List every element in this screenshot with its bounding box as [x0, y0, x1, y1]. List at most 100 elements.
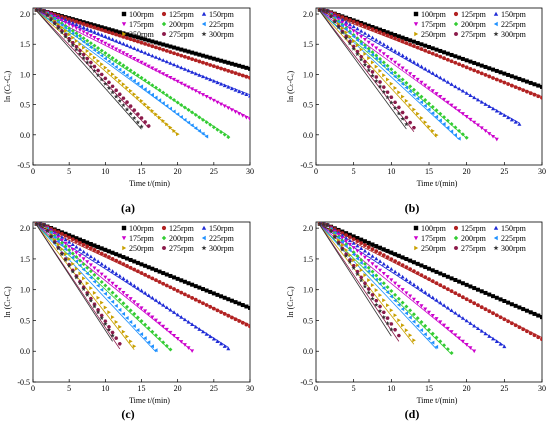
- data-point: [445, 274, 450, 279]
- data-point: [366, 33, 371, 38]
- data-point: [70, 18, 75, 23]
- data-point: [355, 243, 360, 248]
- data-point: [393, 328, 398, 332]
- data-point: [106, 43, 111, 48]
- data-point: [135, 112, 140, 116]
- data-point: [197, 91, 202, 95]
- legend-label: 125rpm: [461, 10, 487, 19]
- data-point: [393, 86, 398, 91]
- data-point: [99, 287, 104, 292]
- data-point: [146, 64, 151, 69]
- data-point: [434, 73, 439, 77]
- legend-marker: [201, 245, 207, 251]
- data-point: [59, 22, 64, 27]
- legend-label: 100rpm: [129, 10, 155, 19]
- data-point: [373, 78, 379, 84]
- legend-label: 300rpm: [501, 244, 527, 253]
- data-point: [114, 258, 119, 263]
- data-point: [343, 35, 349, 40]
- data-point: [107, 310, 111, 315]
- data-point: [132, 38, 137, 43]
- data-point: [483, 102, 488, 106]
- data-point: [442, 323, 447, 328]
- data-point: [449, 59, 454, 64]
- data-point: [468, 321, 473, 325]
- data-point: [233, 71, 238, 76]
- data-point: [186, 346, 191, 350]
- data-point: [415, 323, 420, 328]
- data-point: [404, 69, 409, 73]
- legend-item: 175rpm: [413, 20, 447, 29]
- legend-marker: [414, 245, 419, 251]
- data-point: [248, 324, 250, 329]
- data-point: [419, 287, 424, 292]
- data-point: [366, 259, 371, 263]
- data-point: [219, 294, 224, 299]
- data-point: [67, 247, 72, 252]
- data-point: [211, 98, 216, 103]
- data-point: [430, 104, 435, 109]
- data-point: [117, 260, 122, 265]
- data-point: [457, 109, 462, 113]
- data-point: [351, 241, 356, 245]
- data-point: [344, 236, 349, 240]
- data-point: [423, 275, 428, 280]
- data-point: [404, 85, 408, 90]
- data-point: [175, 52, 180, 57]
- data-point: [172, 51, 176, 56]
- data-point: [56, 20, 60, 25]
- data-point: [524, 308, 529, 313]
- data-point: [389, 46, 394, 51]
- data-point: [434, 92, 439, 96]
- data-point: [222, 132, 227, 137]
- data-point: [226, 135, 231, 140]
- data-point: [506, 72, 511, 77]
- data-point: [197, 128, 201, 133]
- data-point: [74, 34, 78, 39]
- data-point: [88, 64, 94, 69]
- data-point: [385, 33, 390, 38]
- data-point: [63, 25, 68, 30]
- data-point: [389, 327, 394, 332]
- data-point: [393, 313, 398, 318]
- data-point: [385, 285, 390, 290]
- data-point: [438, 283, 443, 288]
- data-point: [419, 100, 424, 105]
- data-point: [92, 243, 97, 248]
- data-point: [445, 51, 450, 56]
- data-point: [362, 281, 367, 285]
- data-point: [182, 67, 187, 71]
- legend: 100rpm 125rpm 150rpm 175rpm 200rpm 225rpm 250r…: [121, 10, 235, 39]
- legend-marker: [493, 245, 499, 251]
- data-point: [366, 245, 371, 250]
- data-point: [175, 100, 180, 105]
- data-point: [226, 106, 231, 111]
- data-point: [464, 343, 469, 347]
- data-point: [363, 273, 367, 278]
- data-point: [381, 261, 386, 266]
- data-point: [153, 333, 158, 338]
- x-tick-label: 15: [425, 384, 433, 393]
- data-point: [114, 29, 119, 34]
- x-tick-label: 0: [31, 167, 35, 176]
- data-point: [453, 310, 458, 315]
- data-point: [359, 257, 364, 262]
- data-point: [74, 236, 79, 241]
- data-point: [153, 318, 158, 323]
- y-tick-label: 0.0: [20, 347, 30, 356]
- data-point: [453, 60, 458, 65]
- data-point: [248, 93, 250, 98]
- y-tick-label: -0.5: [17, 378, 30, 387]
- data-point: [344, 23, 349, 28]
- data-point: [468, 59, 473, 64]
- data-point: [186, 320, 191, 324]
- data-point: [378, 40, 383, 44]
- data-point: [233, 317, 238, 322]
- data-point: [434, 317, 439, 321]
- panel-label: (c): [121, 407, 134, 421]
- data-point: [37, 222, 43, 227]
- data-point: [114, 336, 119, 340]
- data-point: [419, 320, 424, 324]
- data-point: [427, 292, 431, 297]
- data-point: [106, 327, 112, 332]
